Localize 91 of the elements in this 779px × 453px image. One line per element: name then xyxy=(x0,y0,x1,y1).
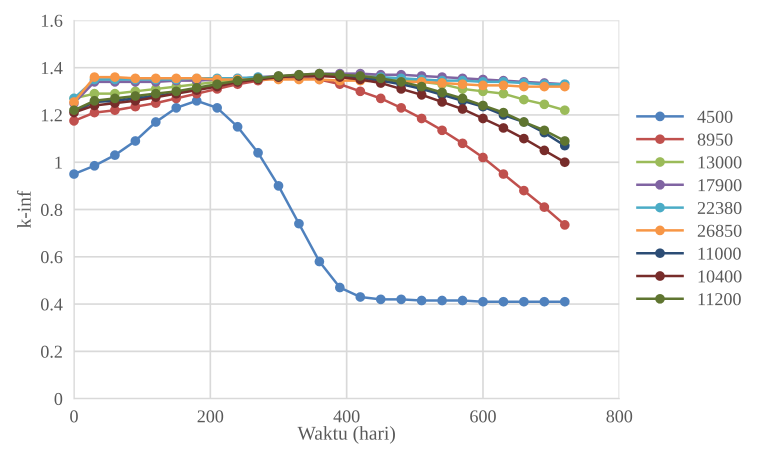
point xyxy=(519,186,529,196)
point xyxy=(110,72,120,82)
x-tick-label: 800 xyxy=(606,410,632,422)
x-tick-label: 0 xyxy=(70,410,78,422)
legend-label: 10400 xyxy=(698,270,742,282)
point xyxy=(560,296,570,307)
y-tick-label: 1.4 xyxy=(42,62,63,74)
point xyxy=(274,181,284,191)
point xyxy=(539,296,550,307)
point xyxy=(519,82,529,92)
point xyxy=(519,94,529,104)
y-tick-label: 0 xyxy=(54,392,62,406)
point xyxy=(458,296,468,306)
point xyxy=(560,136,570,146)
point xyxy=(150,88,161,99)
point xyxy=(69,169,79,179)
point xyxy=(539,82,550,92)
point xyxy=(478,296,488,307)
legend-label: 4500 xyxy=(697,110,732,123)
point xyxy=(110,94,120,104)
point xyxy=(560,82,570,92)
point xyxy=(498,108,508,118)
point xyxy=(110,150,120,160)
x-axis-title: Waktu (hari) xyxy=(298,426,395,444)
point xyxy=(355,86,366,96)
point xyxy=(539,99,550,110)
point xyxy=(396,294,406,304)
point xyxy=(294,218,304,229)
point xyxy=(437,97,447,107)
y-tick-label: 0.2 xyxy=(41,346,62,358)
point xyxy=(150,117,161,127)
y-tick-label: 0.6 xyxy=(41,251,62,264)
point xyxy=(314,256,324,266)
point xyxy=(478,152,488,162)
point xyxy=(212,102,222,113)
point xyxy=(416,114,426,124)
legend-label: 11200 xyxy=(698,293,741,306)
legend-label: 13000 xyxy=(698,156,742,168)
point xyxy=(458,104,468,114)
point xyxy=(437,88,447,98)
point xyxy=(560,105,570,116)
point xyxy=(90,72,100,82)
point xyxy=(498,80,508,90)
point xyxy=(232,122,242,132)
point xyxy=(478,80,488,90)
point xyxy=(498,123,508,133)
point xyxy=(498,169,508,179)
point xyxy=(437,125,447,136)
point xyxy=(334,282,345,292)
point xyxy=(90,160,100,171)
point xyxy=(437,296,447,306)
point xyxy=(519,296,529,307)
point xyxy=(69,116,79,126)
point xyxy=(171,102,182,113)
x-tick-label: 600 xyxy=(470,410,496,422)
point xyxy=(458,138,468,148)
y-tick-label: 0.4 xyxy=(41,298,63,311)
legend-label: 26850 xyxy=(698,224,742,237)
legend-label: 17900 xyxy=(698,179,742,192)
y-tick-label: 1.2 xyxy=(42,109,62,122)
point xyxy=(560,157,570,168)
y-tick-label: 1.6 xyxy=(42,14,62,27)
point xyxy=(416,296,426,306)
point xyxy=(458,79,468,90)
point xyxy=(130,91,140,101)
point xyxy=(396,102,406,113)
point xyxy=(171,86,182,96)
point xyxy=(539,146,550,156)
x-tick-label: 400 xyxy=(333,410,360,422)
point xyxy=(376,294,386,304)
point xyxy=(458,94,468,104)
y-axis-title: k-inf xyxy=(16,190,31,228)
legend-label: 22380 xyxy=(698,202,742,214)
point xyxy=(355,292,366,302)
x-tick-label: 200 xyxy=(198,410,224,422)
point xyxy=(498,88,508,99)
legend-label: 8950 xyxy=(698,133,732,146)
point xyxy=(478,114,488,124)
point xyxy=(130,136,140,146)
point xyxy=(539,125,550,136)
y-tick-label: 1 xyxy=(55,156,62,168)
point xyxy=(498,296,508,307)
point xyxy=(416,90,426,100)
point xyxy=(253,148,263,158)
point xyxy=(519,134,529,144)
point xyxy=(560,220,570,230)
legend-label: 11000 xyxy=(698,248,741,260)
point xyxy=(416,82,426,92)
point xyxy=(376,94,386,104)
point xyxy=(539,202,550,212)
y-tick-label: 0.8 xyxy=(41,204,62,216)
